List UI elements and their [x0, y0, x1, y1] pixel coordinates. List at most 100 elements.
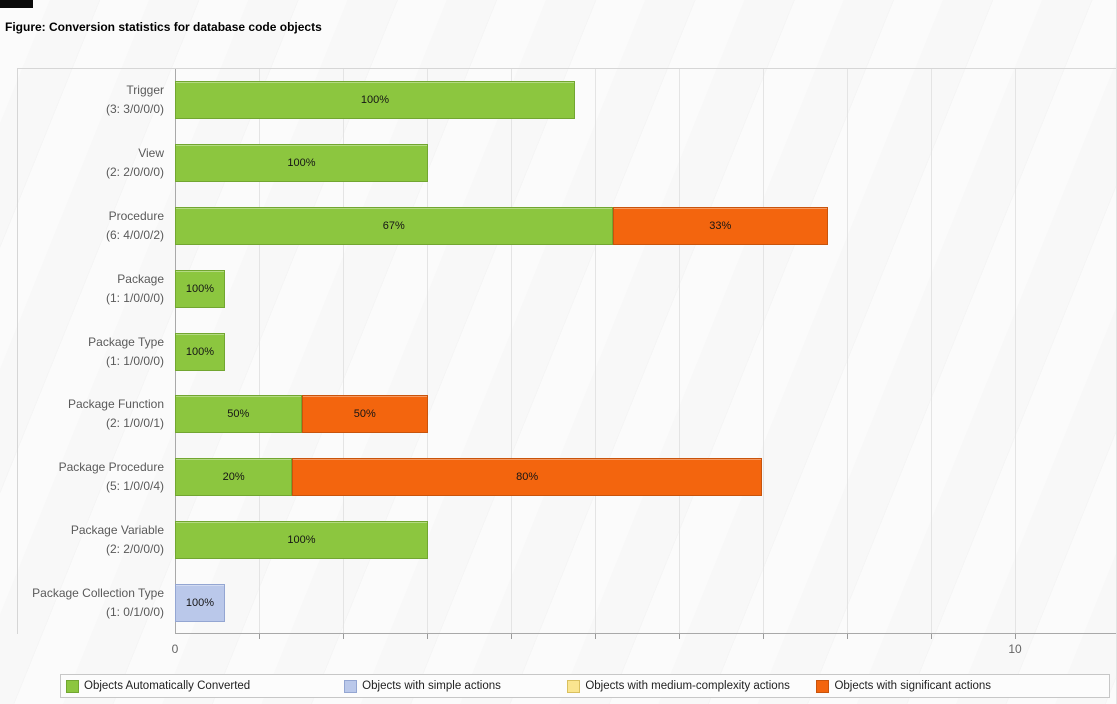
legend-label: Objects with medium-complexity actions [585, 680, 790, 692]
legend-item-simple: Objects with simple actions [344, 679, 567, 693]
category-name: Procedure [108, 208, 164, 223]
x-axis-tick [343, 634, 344, 639]
segment-percent-label: 100% [185, 596, 215, 609]
segment-converted: 20% [175, 458, 293, 497]
segment-percent-label: 100% [360, 94, 390, 107]
category-name: Package Procedure [58, 460, 164, 475]
bar-package: 100% [175, 269, 225, 308]
bar-package-collection-type: 100% [175, 583, 225, 622]
x-axis-tick [259, 634, 260, 639]
x-axis-tick [511, 634, 512, 639]
legend-label: Objects with significant actions [834, 680, 992, 692]
gridline [595, 69, 596, 633]
category-count: (6: 4/0/0/2) [105, 227, 164, 242]
category-label: Package Procedure (5: 1/0/0/4) [18, 458, 175, 496]
gridline [679, 69, 680, 633]
gridline [847, 69, 848, 633]
category-label: View (2: 2/0/0/0) [18, 144, 175, 182]
segment-percent-label: 100% [287, 157, 316, 170]
bar-package-type: 100% [175, 332, 225, 371]
gridline [1015, 69, 1016, 633]
x-axis-tick [427, 634, 428, 639]
window-edge-strip [0, 0, 33, 8]
legend-swatch-simple [344, 679, 358, 693]
gridline [763, 69, 764, 633]
category-count: (5: 1/0/0/4) [105, 479, 164, 494]
x-axis-tick [1015, 634, 1016, 639]
legend: Objects Automatically Converted Objects w… [60, 674, 1110, 698]
chart-row-package-procedure: Package Procedure (5: 1/0/0/4) 20% 80% [18, 446, 1116, 509]
category-count: (2: 1/0/0/1) [105, 416, 164, 431]
gridline [259, 69, 260, 633]
category-name: Trigger [126, 83, 164, 98]
segment-converted: 100% [175, 332, 225, 371]
category-label: Procedure (6: 4/0/0/2) [18, 207, 175, 245]
legend-label: Objects Automatically Converted [84, 680, 251, 692]
chart-row-package-collection-type: Package Collection Type (1: 0/1/0/0) 100% [18, 571, 1116, 634]
segment-percent-label: 100% [185, 345, 215, 358]
x-axis-tick [763, 634, 764, 639]
segment-significant: 33% [612, 206, 828, 245]
x-axis-tick [679, 634, 680, 639]
x-axis-tick-label: 0 [171, 642, 179, 656]
bar-view: 100% [175, 144, 428, 183]
category-label: Package Variable (2: 2/0/0/0) [18, 521, 175, 559]
category-label: Package (1: 1/0/0/0) [18, 270, 175, 308]
segment-converted: 100% [175, 269, 225, 308]
legend-item-medium: Objects with medium-complexity actions [567, 679, 816, 693]
bar-package-function: 50% 50% [175, 395, 428, 434]
chart-row-package: Package (1: 1/0/0/0) 100% [18, 257, 1116, 320]
category-name: Package [117, 271, 164, 286]
segment-simple: 100% [175, 583, 225, 622]
category-count: (2: 2/0/0/0) [105, 541, 164, 556]
segment-converted: 100% [175, 144, 428, 183]
segment-significant: 50% [301, 395, 428, 434]
bar-procedure: 67% 33% [175, 206, 828, 245]
segment-percent-label: 80% [516, 471, 539, 484]
legend-item-converted: Objects Automatically Converted [66, 679, 344, 693]
segment-percent-label: 50% [353, 408, 376, 421]
bar-rows: Trigger (3: 3/0/0/0) 100% View (2: 2/0/0/0) 1… [18, 69, 1116, 634]
x-axis-tick [931, 634, 932, 639]
category-label: Package Type (1: 1/0/0/0) [18, 333, 175, 371]
bar-trigger: 100% [175, 81, 575, 120]
chart-row-trigger: Trigger (3: 3/0/0/0) 100% [18, 69, 1116, 132]
category-count: (1: 1/0/0/0) [105, 290, 164, 305]
category-count: (3: 3/0/0/0) [105, 102, 164, 117]
bar-package-variable: 100% [175, 520, 428, 559]
category-count: (2: 2/0/0/0) [105, 165, 164, 180]
figure-title: Figure: Conversion statistics for databa… [5, 20, 322, 34]
gridline [427, 69, 428, 633]
category-label: Package Collection Type (1: 0/1/0/0) [18, 584, 175, 622]
chart-row-package-type: Package Type (1: 1/0/0/0) 100% [18, 320, 1116, 383]
gridline [511, 69, 512, 633]
segment-percent-label: 50% [227, 408, 250, 421]
segment-percent-label: 100% [185, 282, 215, 295]
chart-row-package-function: Package Function (2: 1/0/0/1) 50% 50% [18, 383, 1116, 446]
segment-converted: 67% [175, 206, 613, 245]
chart-row-procedure: Procedure (6: 4/0/0/2) 67% 33% [18, 195, 1116, 258]
segment-percent-label: 67% [382, 219, 405, 232]
x-axis-tick-label: 10 [1008, 642, 1022, 656]
category-name: Package Collection Type [32, 585, 164, 600]
legend-swatch-converted [66, 679, 79, 693]
gridline [343, 69, 344, 633]
category-label: Trigger (3: 3/0/0/0) [18, 81, 175, 119]
plot-area: Trigger (3: 3/0/0/0) 100% View (2: 2/0/0/0) 1… [17, 68, 1116, 656]
category-count: (1: 1/0/0/0) [105, 353, 164, 368]
legend-swatch-significant [816, 679, 830, 693]
category-label: Package Function (2: 1/0/0/1) [18, 395, 175, 433]
category-name: Package Type [88, 334, 164, 349]
bar-package-procedure: 20% 80% [175, 458, 762, 497]
gridline [931, 69, 932, 633]
segment-converted: 100% [175, 520, 428, 559]
segment-converted: 100% [175, 81, 575, 120]
segment-percent-label: 100% [287, 533, 316, 546]
category-name: View [138, 146, 164, 161]
legend-item-significant: Objects with significant actions [816, 679, 1104, 693]
segment-significant: 80% [292, 458, 762, 497]
x-axis-tick [595, 634, 596, 639]
category-name: Package Variable [70, 522, 164, 537]
x-axis-line [175, 633, 1116, 634]
